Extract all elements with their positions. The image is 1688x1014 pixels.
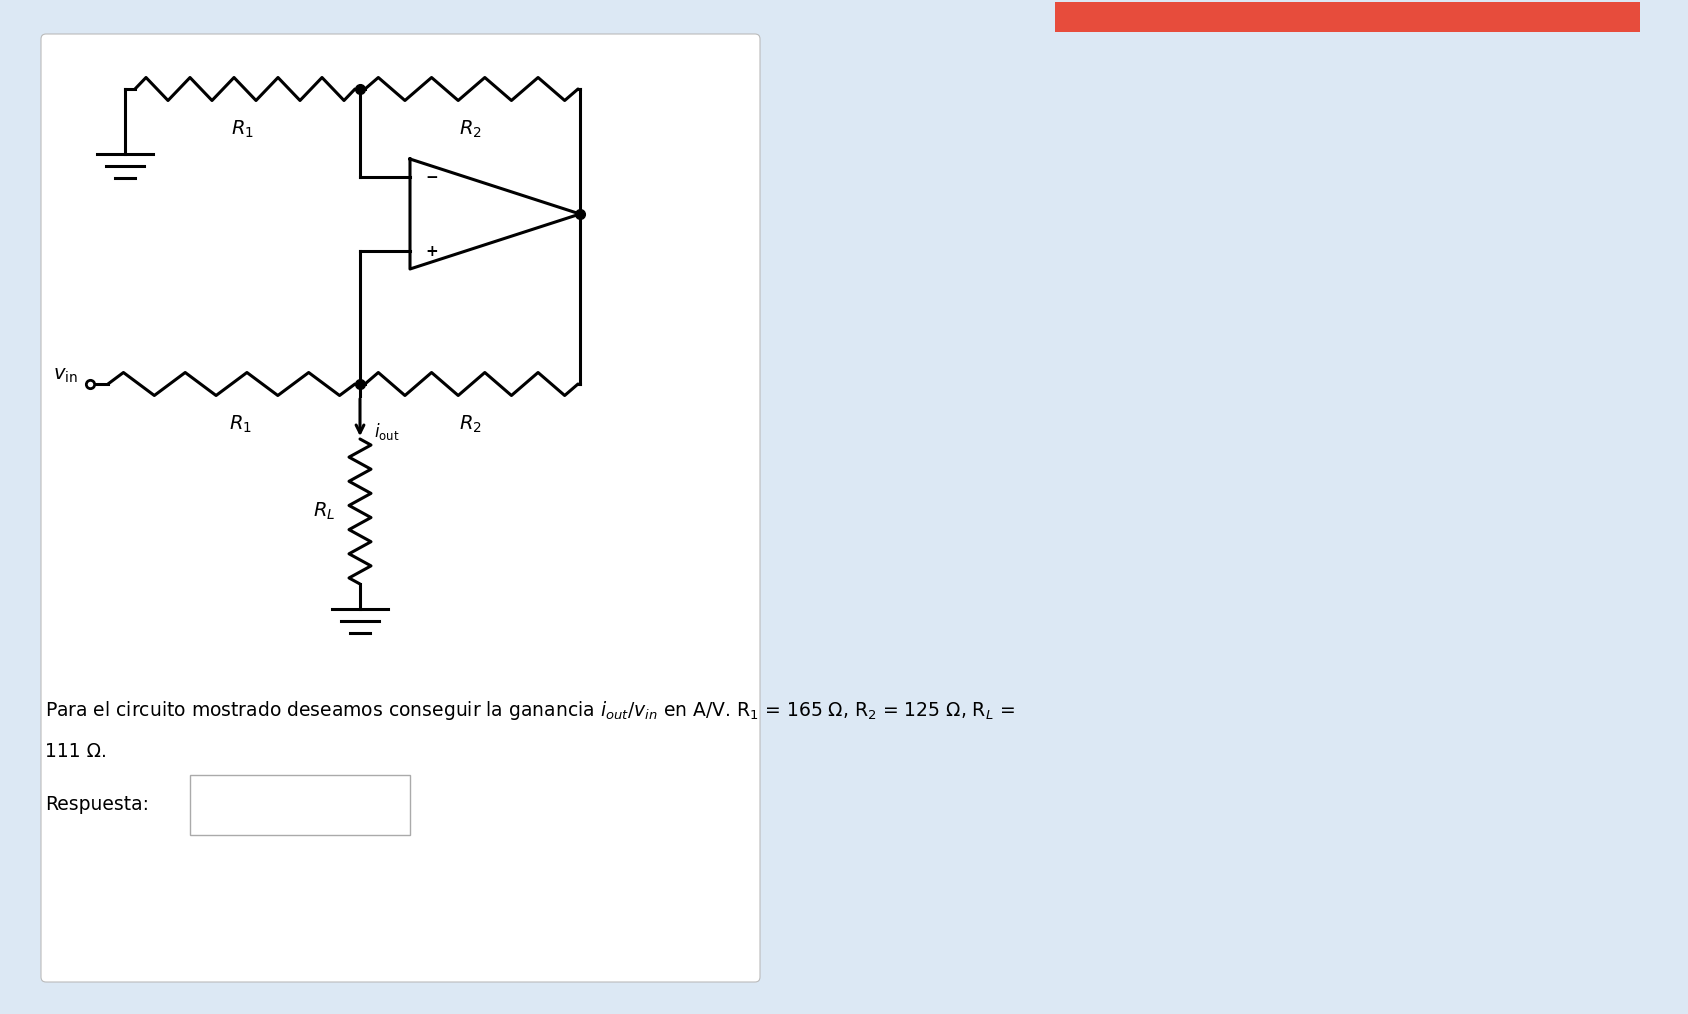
Text: −: −: [425, 169, 439, 185]
Text: +: +: [425, 243, 439, 259]
Text: 111 Ω.: 111 Ω.: [46, 742, 106, 760]
FancyBboxPatch shape: [41, 34, 760, 982]
Text: $R_L$: $R_L$: [312, 501, 334, 522]
Text: $R_1$: $R_1$: [231, 119, 253, 140]
Text: Para el circuito mostrado deseamos conseguir la ganancia $i_{\it out}$/$v_{\it i: Para el circuito mostrado deseamos conse…: [46, 699, 1014, 722]
Bar: [1055, 2, 1641, 32]
Text: Respuesta:: Respuesta:: [46, 795, 149, 813]
Text: $R_1$: $R_1$: [228, 414, 252, 435]
Text: $R_2$: $R_2$: [459, 119, 481, 140]
Bar: [191, 775, 410, 835]
Text: $v_{\mathsf{in}}$: $v_{\mathsf{in}}$: [52, 367, 78, 385]
Text: $i_{\mathsf{out}}$: $i_{\mathsf{out}}$: [375, 422, 400, 442]
Text: $R_2$: $R_2$: [459, 414, 481, 435]
